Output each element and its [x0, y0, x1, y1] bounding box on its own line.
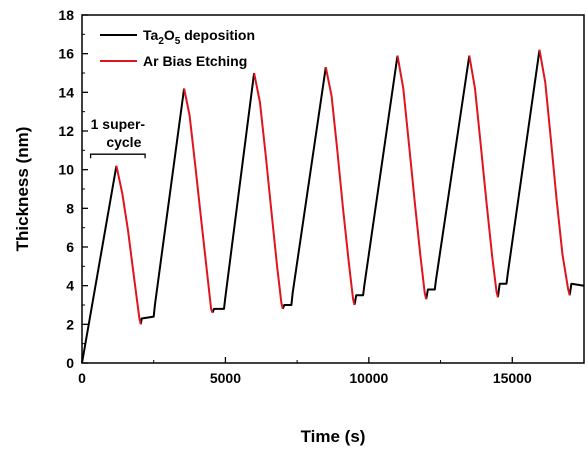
supercycle-bracket — [89, 153, 146, 159]
deposition-segment-5 — [353, 55, 399, 306]
x-tick-label: 5000 — [210, 370, 241, 386]
y-tick-label: 10 — [58, 162, 74, 178]
y-tick-label: 14 — [58, 84, 74, 100]
x-tick-label: 0 — [78, 370, 86, 386]
legend-label-etching: Ar Bias Etching — [143, 53, 247, 69]
etching-segment-5 — [396, 55, 428, 300]
deposition-segment-2 — [139, 88, 186, 325]
legend-label-mid: O — [164, 27, 175, 43]
etching-segment-1 — [115, 165, 142, 325]
etching-segment-4 — [324, 67, 356, 306]
deposition-segment-4 — [281, 67, 327, 310]
y-tick-label: 0 — [66, 355, 74, 371]
y-tick-label: 8 — [66, 200, 74, 216]
legend-label-sub2: 5 — [175, 36, 181, 47]
ticks: 0 2 4 6 8 10 12 14 16 18 0 5000 10000 15000 — [58, 7, 532, 386]
supercycle-label-line2: cycle — [106, 134, 141, 150]
legend-label-base: Ta — [143, 27, 159, 43]
x-tick-label: 10000 — [349, 370, 388, 386]
y-tick-label: 18 — [58, 7, 74, 23]
x-tick-label: 15000 — [493, 370, 532, 386]
deposition-segment-6 — [425, 55, 471, 300]
supercycle-label-line1: 1 super- — [91, 116, 146, 132]
etching-segment-7 — [538, 49, 571, 296]
y-axis-title: Thickness (nm) — [13, 127, 32, 252]
deposition-segment-1 — [81, 165, 118, 364]
y-tick-label: 2 — [66, 316, 74, 332]
y-tick-label: 6 — [66, 239, 74, 255]
etching-segment-2 — [183, 88, 214, 314]
y-tick-label: 12 — [58, 123, 74, 139]
legend: Ta2O5 deposition Ar Bias Etching — [100, 27, 255, 69]
legend-label-rest: deposition — [180, 27, 255, 43]
etching-segment-6 — [468, 55, 499, 298]
legend-label-deposition: Ta2O5 deposition — [143, 27, 255, 47]
y-tick-label: 16 — [58, 46, 74, 62]
etching-segment-3 — [253, 72, 284, 310]
x-axis-title: Time (s) — [301, 427, 366, 446]
y-tick-label: 4 — [66, 278, 74, 294]
legend-label-sub1: 2 — [158, 36, 164, 47]
deposition-segment-8 — [568, 282, 585, 296]
series-layer — [81, 49, 585, 364]
supercycle-annotation: 1 super- cycle — [89, 116, 146, 159]
deposition-segment-7 — [496, 49, 541, 298]
deposition-segment-3 — [211, 72, 256, 314]
